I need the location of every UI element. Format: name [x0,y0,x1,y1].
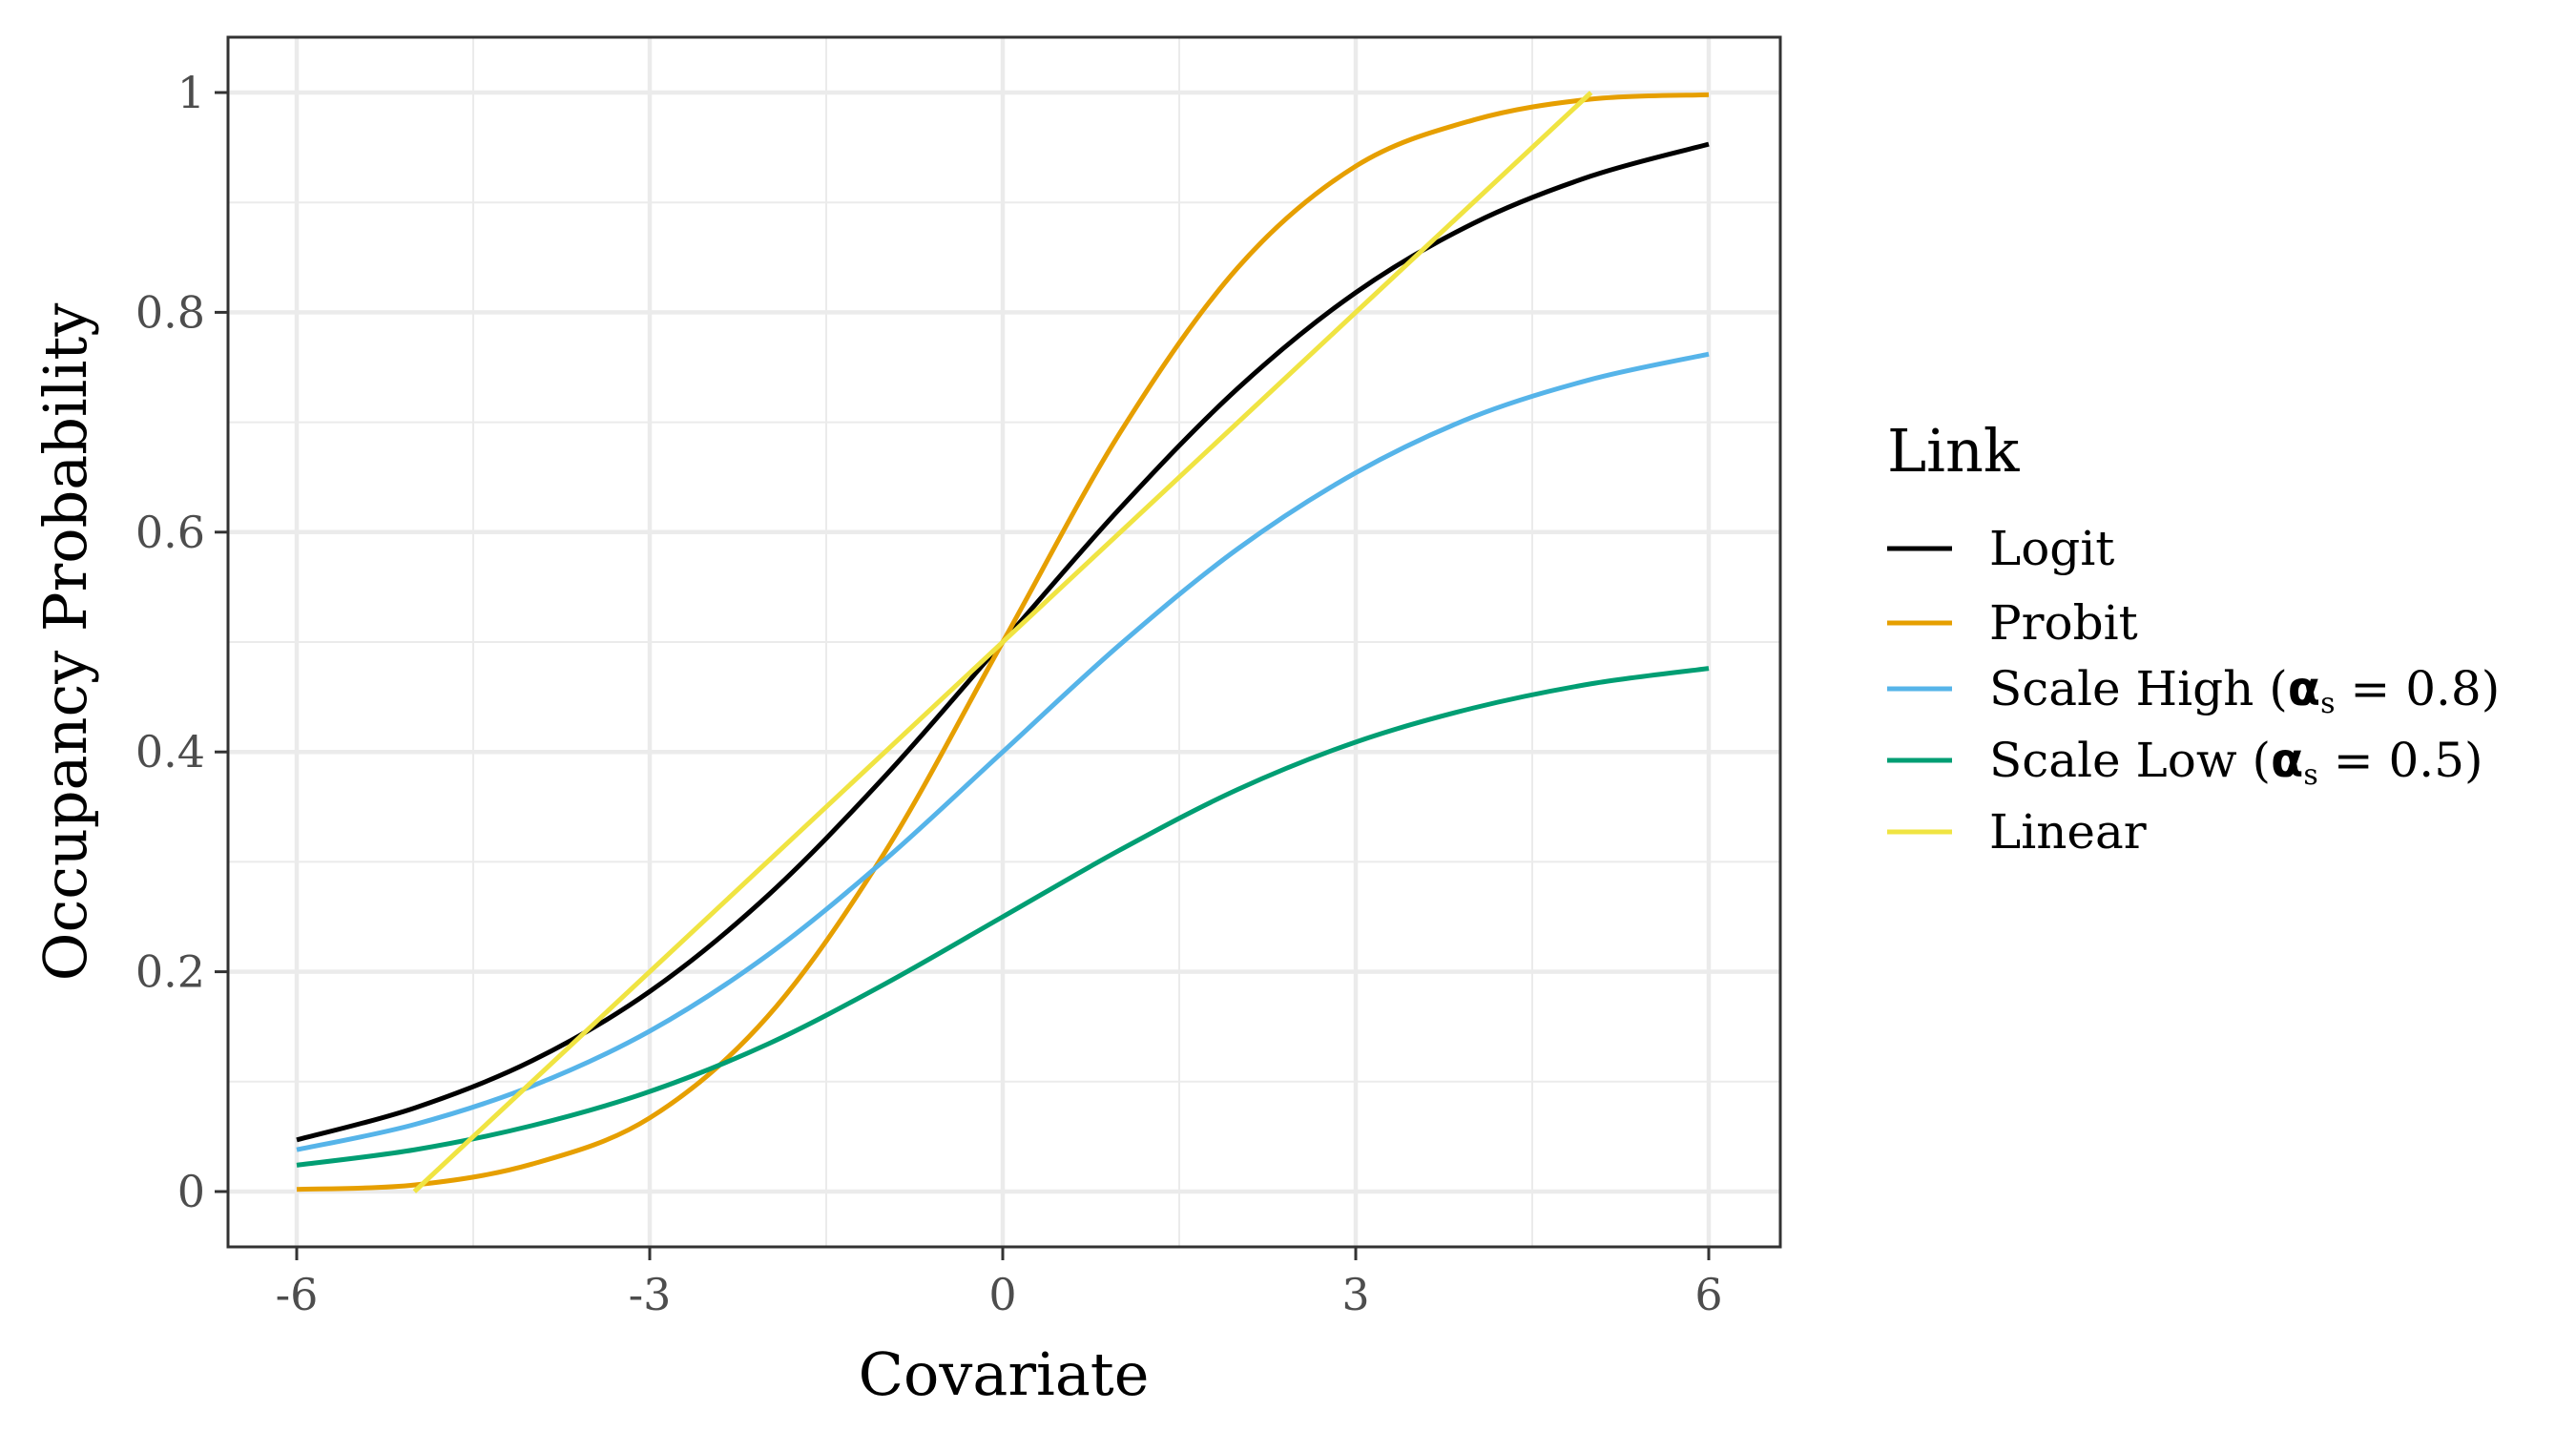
x-tick-label: -6 [276,1269,319,1320]
y-tick-label: 0.8 [135,286,205,338]
legend-label: Logit [1989,521,2114,576]
x-tick-label: -3 [629,1269,672,1320]
legend-label: Probit [1989,595,2138,651]
legend-title: Link [1887,416,2020,486]
series-line-scale-low-s-0-5 [296,666,1710,1168]
legend-label: Scale Low (αs = 0.5) [1989,733,2483,792]
y-tick-label: 0.2 [135,946,205,998]
legend-label: Scale High (αs = 0.8) [1989,661,2500,720]
y-tick-label: 1 [177,67,205,118]
series-line-scale-high-s-0-8 [296,351,1710,1152]
legend-label: Linear [1989,804,2147,860]
legend: Link Logit Probit Scale High (αs = 0.8) Sca… [1887,416,2500,860]
axes: -6 -3 0 3 6 0 0.2 0.4 0.6 0.8 1 [135,67,1723,1320]
y-tick-label: 0.4 [135,726,205,778]
x-tick-label: 6 [1694,1269,1722,1320]
y-tick-label: 0 [177,1166,205,1217]
y-axis-title: Occupancy Probability [31,303,100,982]
x-tick-label: 3 [1341,1269,1369,1320]
grid [228,37,1780,1247]
series-lines [296,91,1710,1193]
y-tick-label: 0.6 [135,507,205,558]
series-line-linear [412,91,1593,1193]
x-axis-title: Covariate [859,1339,1150,1409]
x-tick-label: 0 [988,1269,1016,1320]
